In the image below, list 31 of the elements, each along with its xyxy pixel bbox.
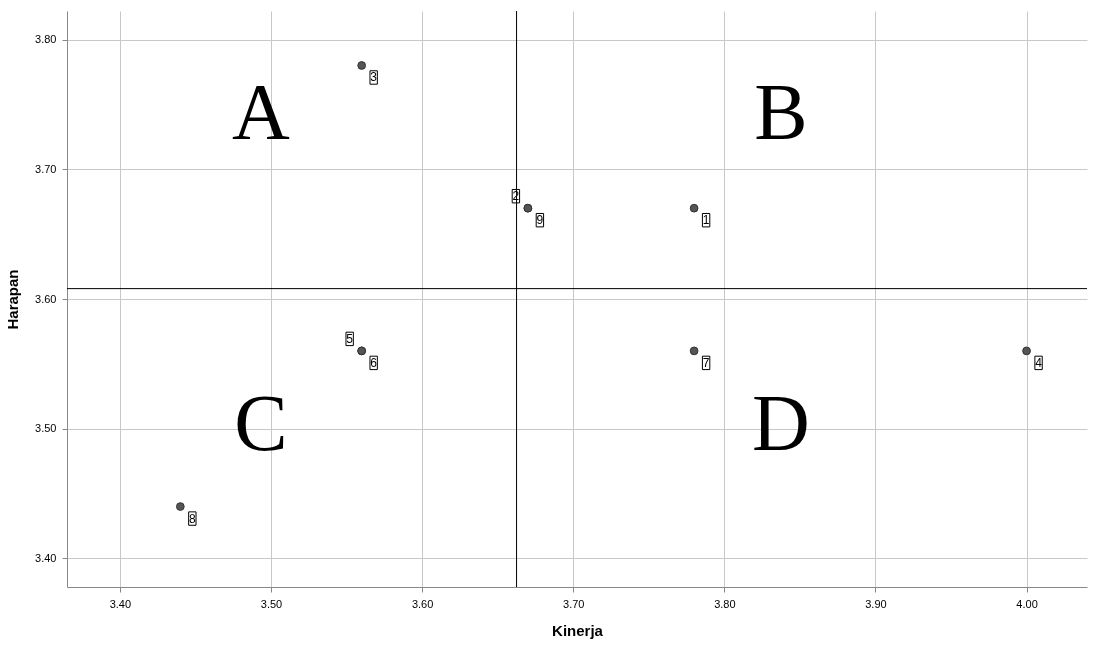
annotation: 8 <box>188 511 196 526</box>
annotation: 3 <box>370 70 378 85</box>
annotation: 6 <box>370 355 378 370</box>
x-tick-label: 3.60 <box>411 597 434 610</box>
annotation: D <box>752 378 810 467</box>
y-tick-label: 3.70 <box>35 162 57 175</box>
annotation: 5 <box>346 331 354 346</box>
annotation: 7 <box>702 355 710 370</box>
point <box>175 502 185 511</box>
y-tick-label: 3.60 <box>35 292 57 305</box>
y-axis-title: Harapan <box>4 269 22 330</box>
y-tick-label: 3.50 <box>35 422 57 435</box>
x-tick-label: 3.70 <box>563 597 585 610</box>
point <box>357 61 367 70</box>
x-tick-label: 3.50 <box>260 597 283 610</box>
annotation: A <box>231 67 290 156</box>
x-tick-label: 3.40 <box>109 597 132 610</box>
point <box>689 346 699 356</box>
x-tick-label: 4.00 <box>1016 597 1038 610</box>
annotation: 4 <box>1035 355 1043 370</box>
x-axis-title: Kinerja <box>552 621 604 639</box>
annotation: 1 <box>702 213 710 228</box>
point <box>689 203 699 213</box>
annotation: 9 <box>536 213 544 228</box>
y-tick-label: 3.40 <box>35 551 57 564</box>
annotation: C <box>234 378 288 467</box>
point <box>1022 346 1031 356</box>
annotation: B <box>754 67 808 156</box>
x-tick-label: 3.90 <box>865 597 887 610</box>
y-tick-label: 3.80 <box>35 33 57 46</box>
x-tick-label: 3.80 <box>714 597 736 610</box>
